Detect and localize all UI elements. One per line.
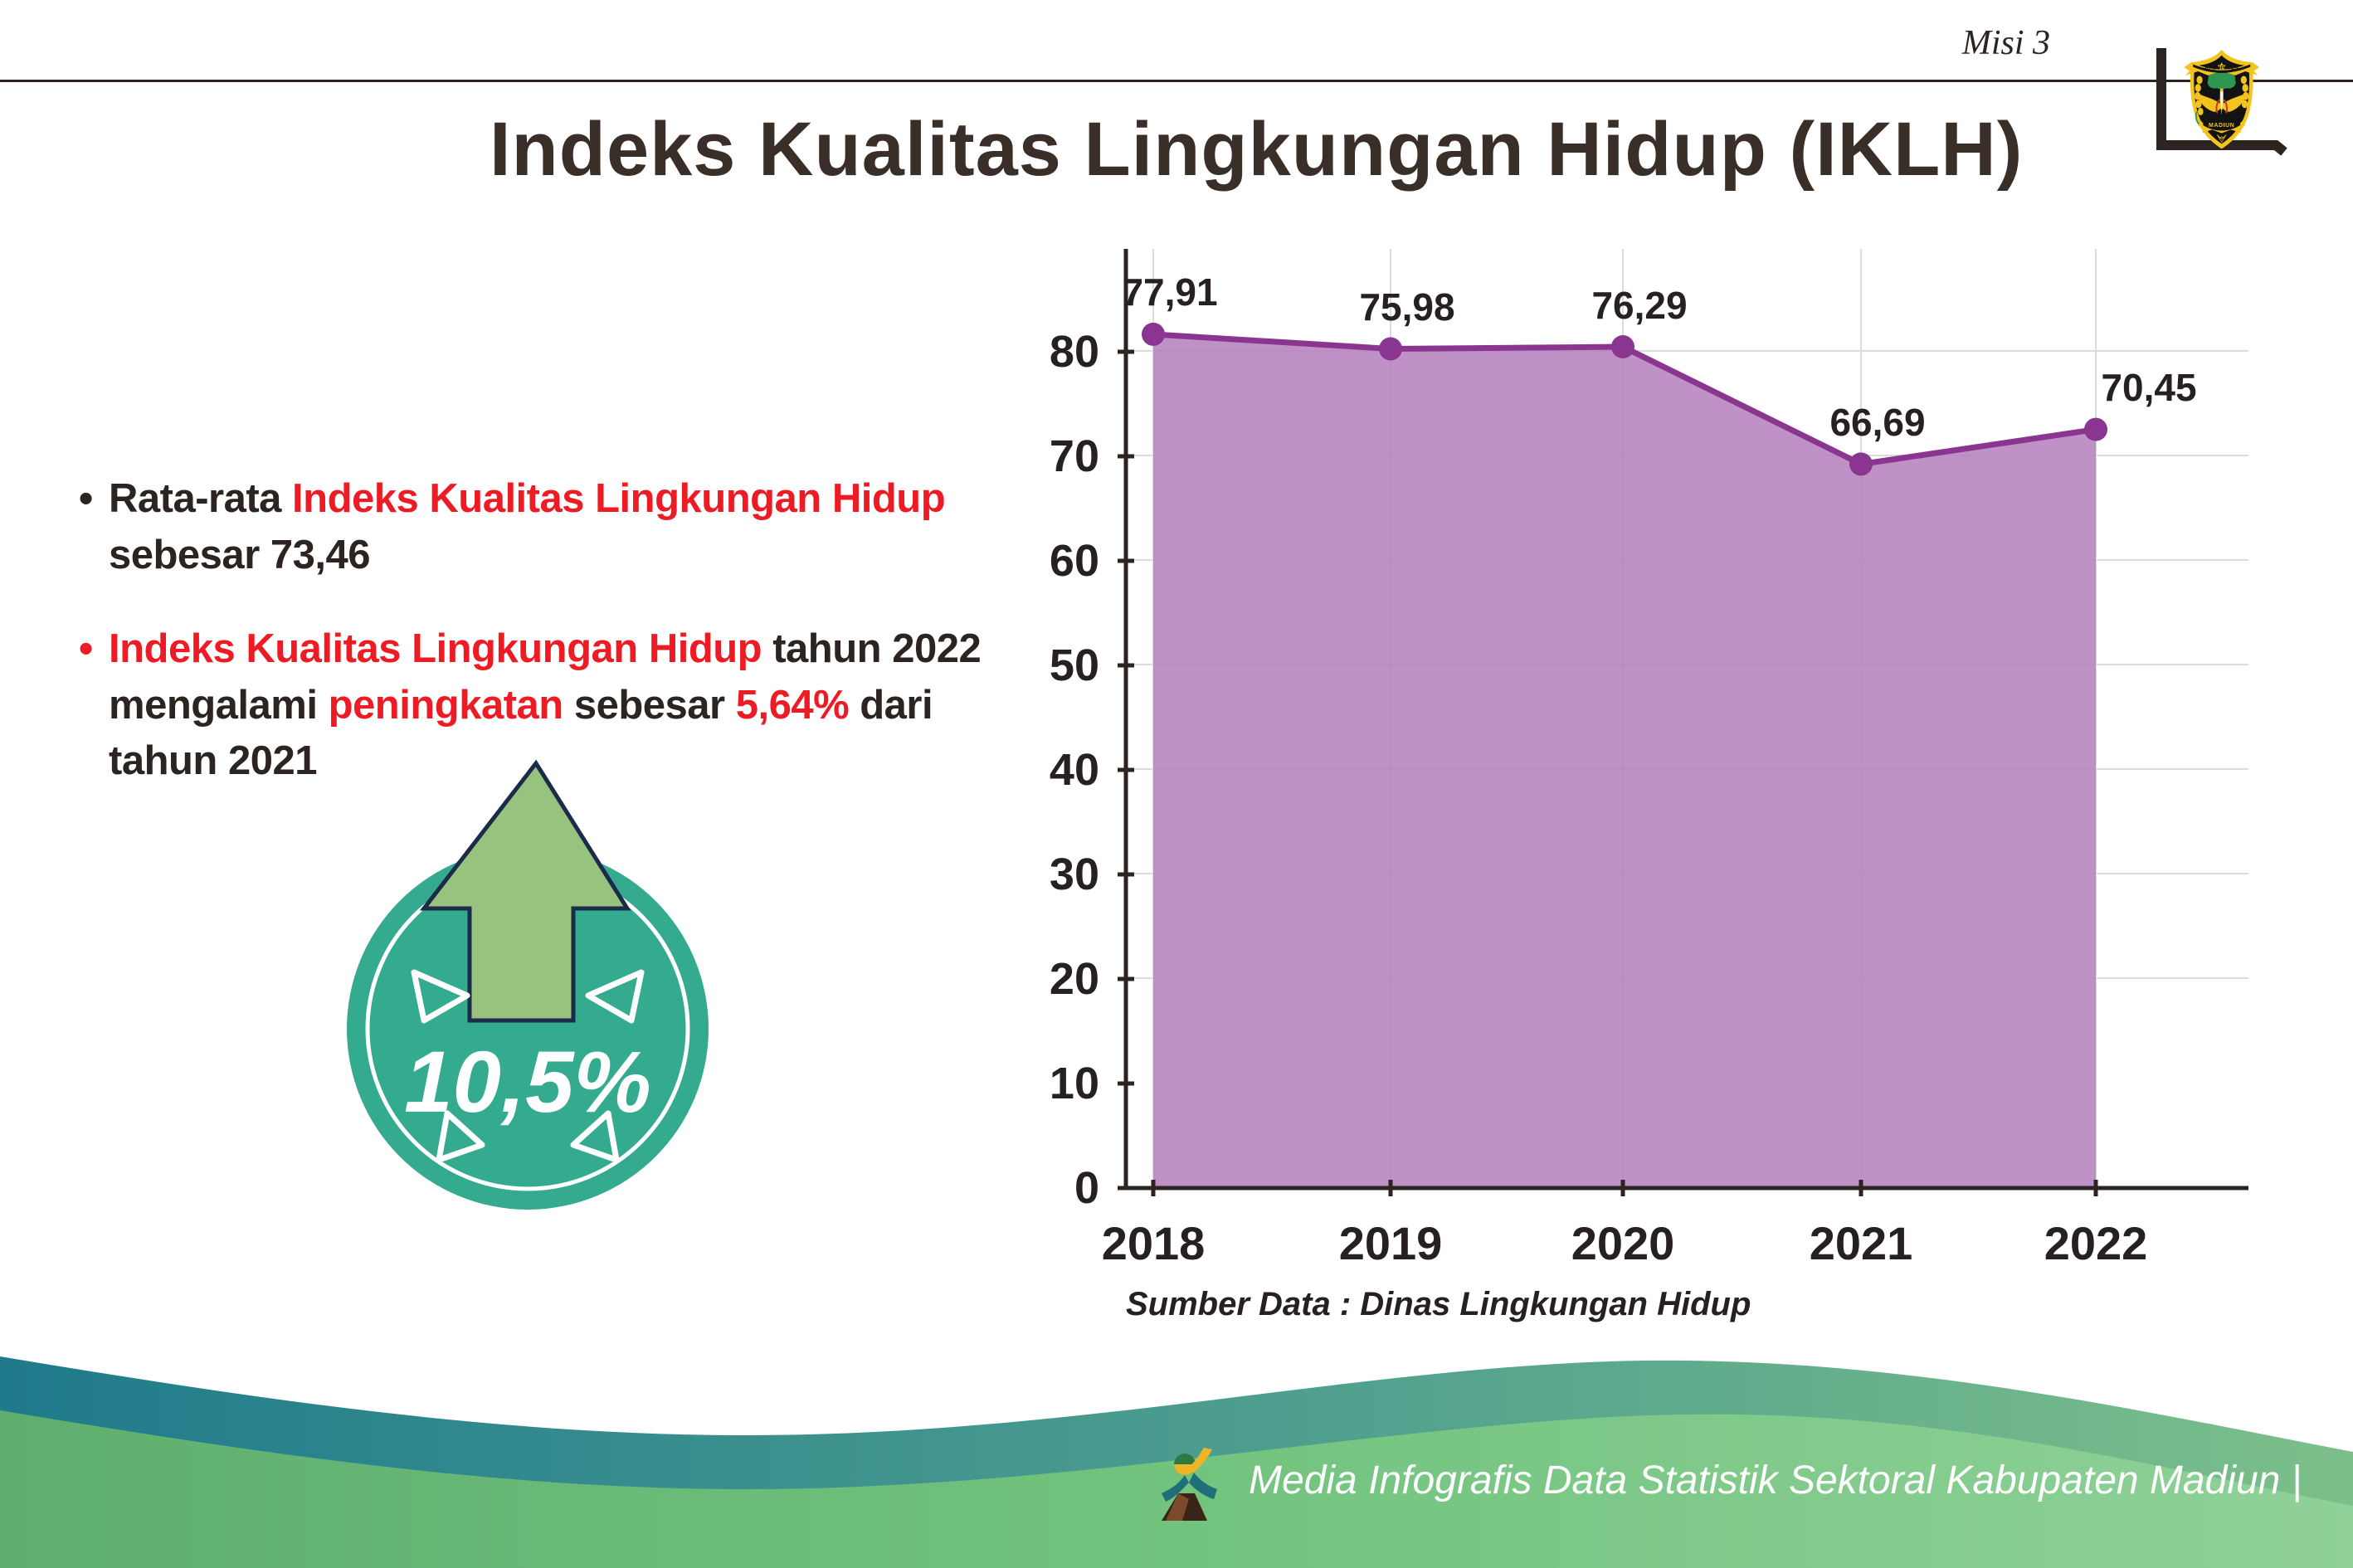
svg-text:2021: 2021 — [1810, 1217, 1913, 1269]
svg-text:80: 80 — [1050, 327, 1099, 377]
svg-text:77,91: 77,91 — [1122, 270, 1217, 314]
svg-text:76,29: 76,29 — [1591, 284, 1687, 327]
svg-text:70: 70 — [1050, 431, 1099, 481]
svg-text:70,45: 70,45 — [2101, 366, 2196, 409]
svg-text:2022: 2022 — [2044, 1217, 2148, 1269]
svg-text:2020: 2020 — [1571, 1217, 1675, 1269]
svg-text:40: 40 — [1050, 745, 1099, 795]
svg-text:2018: 2018 — [1102, 1217, 1206, 1269]
svg-text:0: 0 — [1074, 1163, 1099, 1213]
svg-text:2019: 2019 — [1339, 1217, 1443, 1269]
svg-text:50: 50 — [1050, 640, 1099, 690]
svg-text:MADIUN: MADIUN — [2209, 123, 2234, 129]
svg-text:10,5%: 10,5% — [404, 1034, 651, 1131]
svg-text:10: 10 — [1050, 1059, 1099, 1108]
svg-text:20: 20 — [1050, 954, 1099, 1004]
svg-text:75,98: 75,98 — [1359, 285, 1454, 329]
svg-text:66,69: 66,69 — [1829, 401, 1925, 444]
svg-text:30: 30 — [1050, 850, 1099, 899]
svg-text:KABUPATEN: KABUPATEN — [2204, 66, 2239, 71]
svg-text:60: 60 — [1050, 536, 1099, 586]
